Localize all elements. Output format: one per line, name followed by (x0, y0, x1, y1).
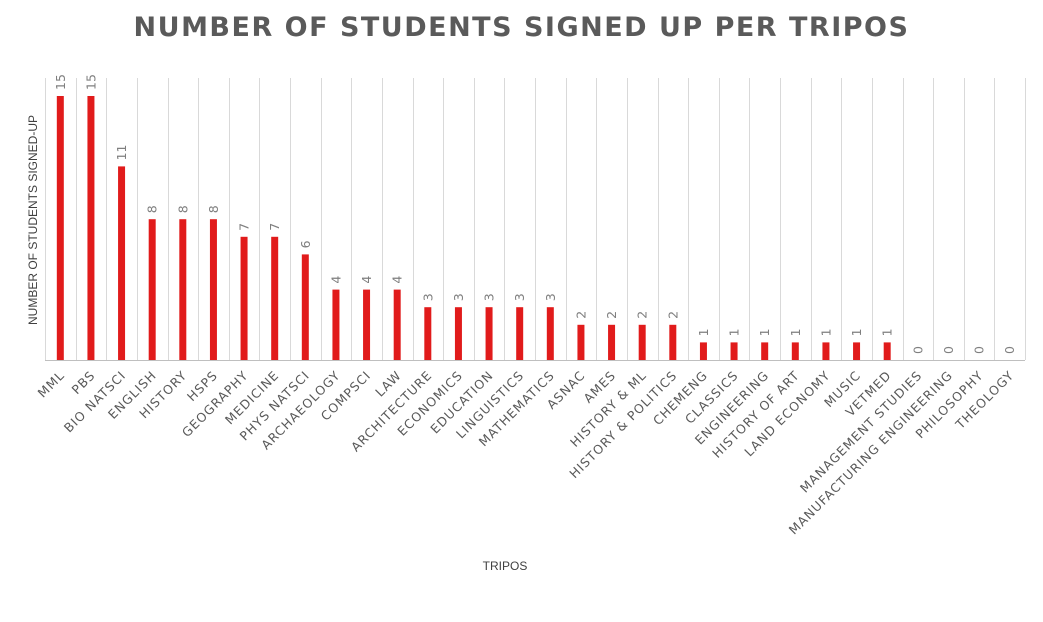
bar (516, 307, 524, 360)
data-label: 1 (788, 328, 803, 336)
bar (546, 307, 554, 360)
x-tick-label: MML (35, 368, 68, 401)
data-label: 11 (114, 144, 129, 160)
data-label: 3 (420, 293, 435, 301)
bar (699, 342, 707, 360)
data-label: 8 (145, 205, 160, 213)
data-label: 2 (635, 311, 650, 319)
data-label: 4 (359, 276, 374, 284)
data-label: 3 (512, 293, 527, 301)
data-label: 1 (880, 328, 895, 336)
bar (118, 166, 126, 360)
data-label: 8 (175, 205, 190, 213)
bar (240, 236, 248, 360)
bar (608, 324, 616, 360)
bar (393, 289, 401, 360)
data-label: 0 (1002, 346, 1017, 354)
bar (424, 307, 432, 360)
data-label: 0 (910, 346, 925, 354)
bar (332, 289, 340, 360)
data-label: 15 (53, 74, 68, 90)
bar (761, 342, 769, 360)
data-label: 7 (237, 223, 252, 231)
bar (148, 219, 156, 360)
data-label: 6 (298, 240, 313, 248)
bar (301, 254, 309, 360)
bar (853, 342, 861, 360)
data-label: 0 (972, 346, 987, 354)
bar (883, 342, 891, 360)
bars (56, 96, 891, 360)
data-label: 2 (604, 311, 619, 319)
bar (209, 219, 217, 360)
data-label: 3 (451, 293, 466, 301)
bar (730, 342, 738, 360)
bar (179, 219, 187, 360)
data-label: 7 (267, 223, 282, 231)
gridlines (45, 78, 1026, 360)
data-label: 4 (328, 276, 343, 284)
x-axis-title: TRIPOS (482, 559, 528, 573)
bar (87, 96, 95, 360)
data-label: 1 (818, 328, 833, 336)
data-label: 2 (665, 311, 680, 319)
bar (822, 342, 830, 360)
bar (577, 324, 585, 360)
bar (669, 324, 677, 360)
bar (791, 342, 799, 360)
data-label: 3 (543, 293, 558, 301)
bar (638, 324, 646, 360)
data-label: 15 (83, 74, 98, 90)
data-label: 1 (727, 328, 742, 336)
data-label: 3 (482, 293, 497, 301)
chart-title: NUMBER OF STUDENTS SIGNED UP PER TRIPOS (133, 12, 910, 43)
data-label: 1 (757, 328, 772, 336)
bar (56, 96, 64, 360)
bar (485, 307, 493, 360)
bar (454, 307, 462, 360)
data-label: 0 (941, 346, 956, 354)
data-label: 1 (849, 328, 864, 336)
data-label: 8 (206, 205, 221, 213)
data-label: 1 (696, 328, 711, 336)
bar (271, 236, 279, 360)
bar (363, 289, 371, 360)
data-label: 4 (390, 276, 405, 284)
data-label: 2 (573, 311, 588, 319)
